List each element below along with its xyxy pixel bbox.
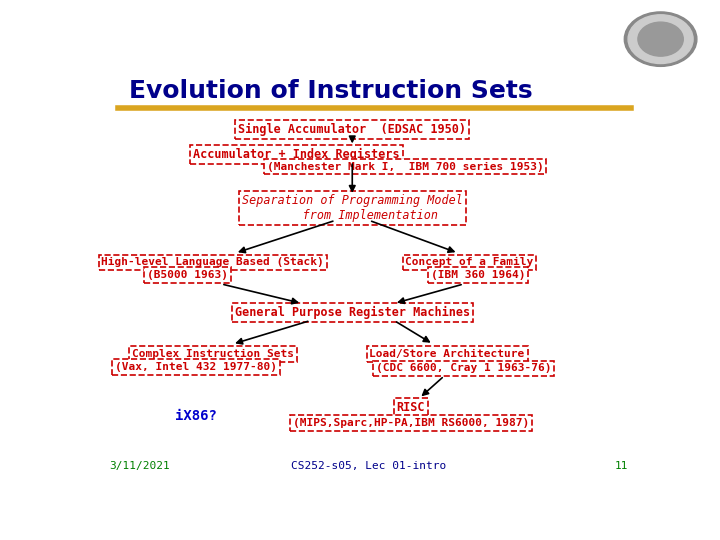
Text: 11: 11 bbox=[615, 462, 629, 471]
Text: 3/11/2021: 3/11/2021 bbox=[109, 462, 171, 471]
Circle shape bbox=[638, 22, 683, 56]
Text: Separation of Programming Model
     from Implementation: Separation of Programming Model from Imp… bbox=[242, 194, 463, 222]
Text: Accumulator + Index Registers: Accumulator + Index Registers bbox=[193, 147, 400, 161]
Text: (IBM 360 1964): (IBM 360 1964) bbox=[431, 270, 525, 280]
Text: RISC: RISC bbox=[397, 401, 425, 414]
Text: Single Accumulator  (EDSAC 1950): Single Accumulator (EDSAC 1950) bbox=[238, 123, 467, 136]
Text: Evolution of Instruction Sets: Evolution of Instruction Sets bbox=[129, 79, 533, 103]
Circle shape bbox=[624, 12, 697, 66]
Text: Load/Store Architecture: Load/Store Architecture bbox=[369, 349, 525, 359]
Text: Concept of a Family: Concept of a Family bbox=[405, 257, 534, 267]
Text: Complex Instruction Sets: Complex Instruction Sets bbox=[132, 349, 294, 359]
Text: (B5000 1963): (B5000 1963) bbox=[147, 270, 228, 280]
Circle shape bbox=[628, 15, 693, 64]
Text: (CDC 6600, Cray 1 1963-76): (CDC 6600, Cray 1 1963-76) bbox=[376, 363, 552, 373]
Text: (Vax, Intel 432 1977-80): (Vax, Intel 432 1977-80) bbox=[115, 362, 277, 372]
Text: iX86?: iX86? bbox=[175, 409, 217, 423]
Text: High-level Language Based (Stack): High-level Language Based (Stack) bbox=[102, 257, 324, 267]
Text: CS252-s05, Lec 01-intro: CS252-s05, Lec 01-intro bbox=[292, 462, 446, 471]
Text: General Purpose Register Machines: General Purpose Register Machines bbox=[235, 306, 470, 319]
Text: (Manchester Mark I,  IBM 700 series 1953): (Manchester Mark I, IBM 700 series 1953) bbox=[267, 161, 544, 172]
Text: (MIPS,Sparc,HP-PA,IBM RS6000, 1987): (MIPS,Sparc,HP-PA,IBM RS6000, 1987) bbox=[293, 418, 529, 428]
